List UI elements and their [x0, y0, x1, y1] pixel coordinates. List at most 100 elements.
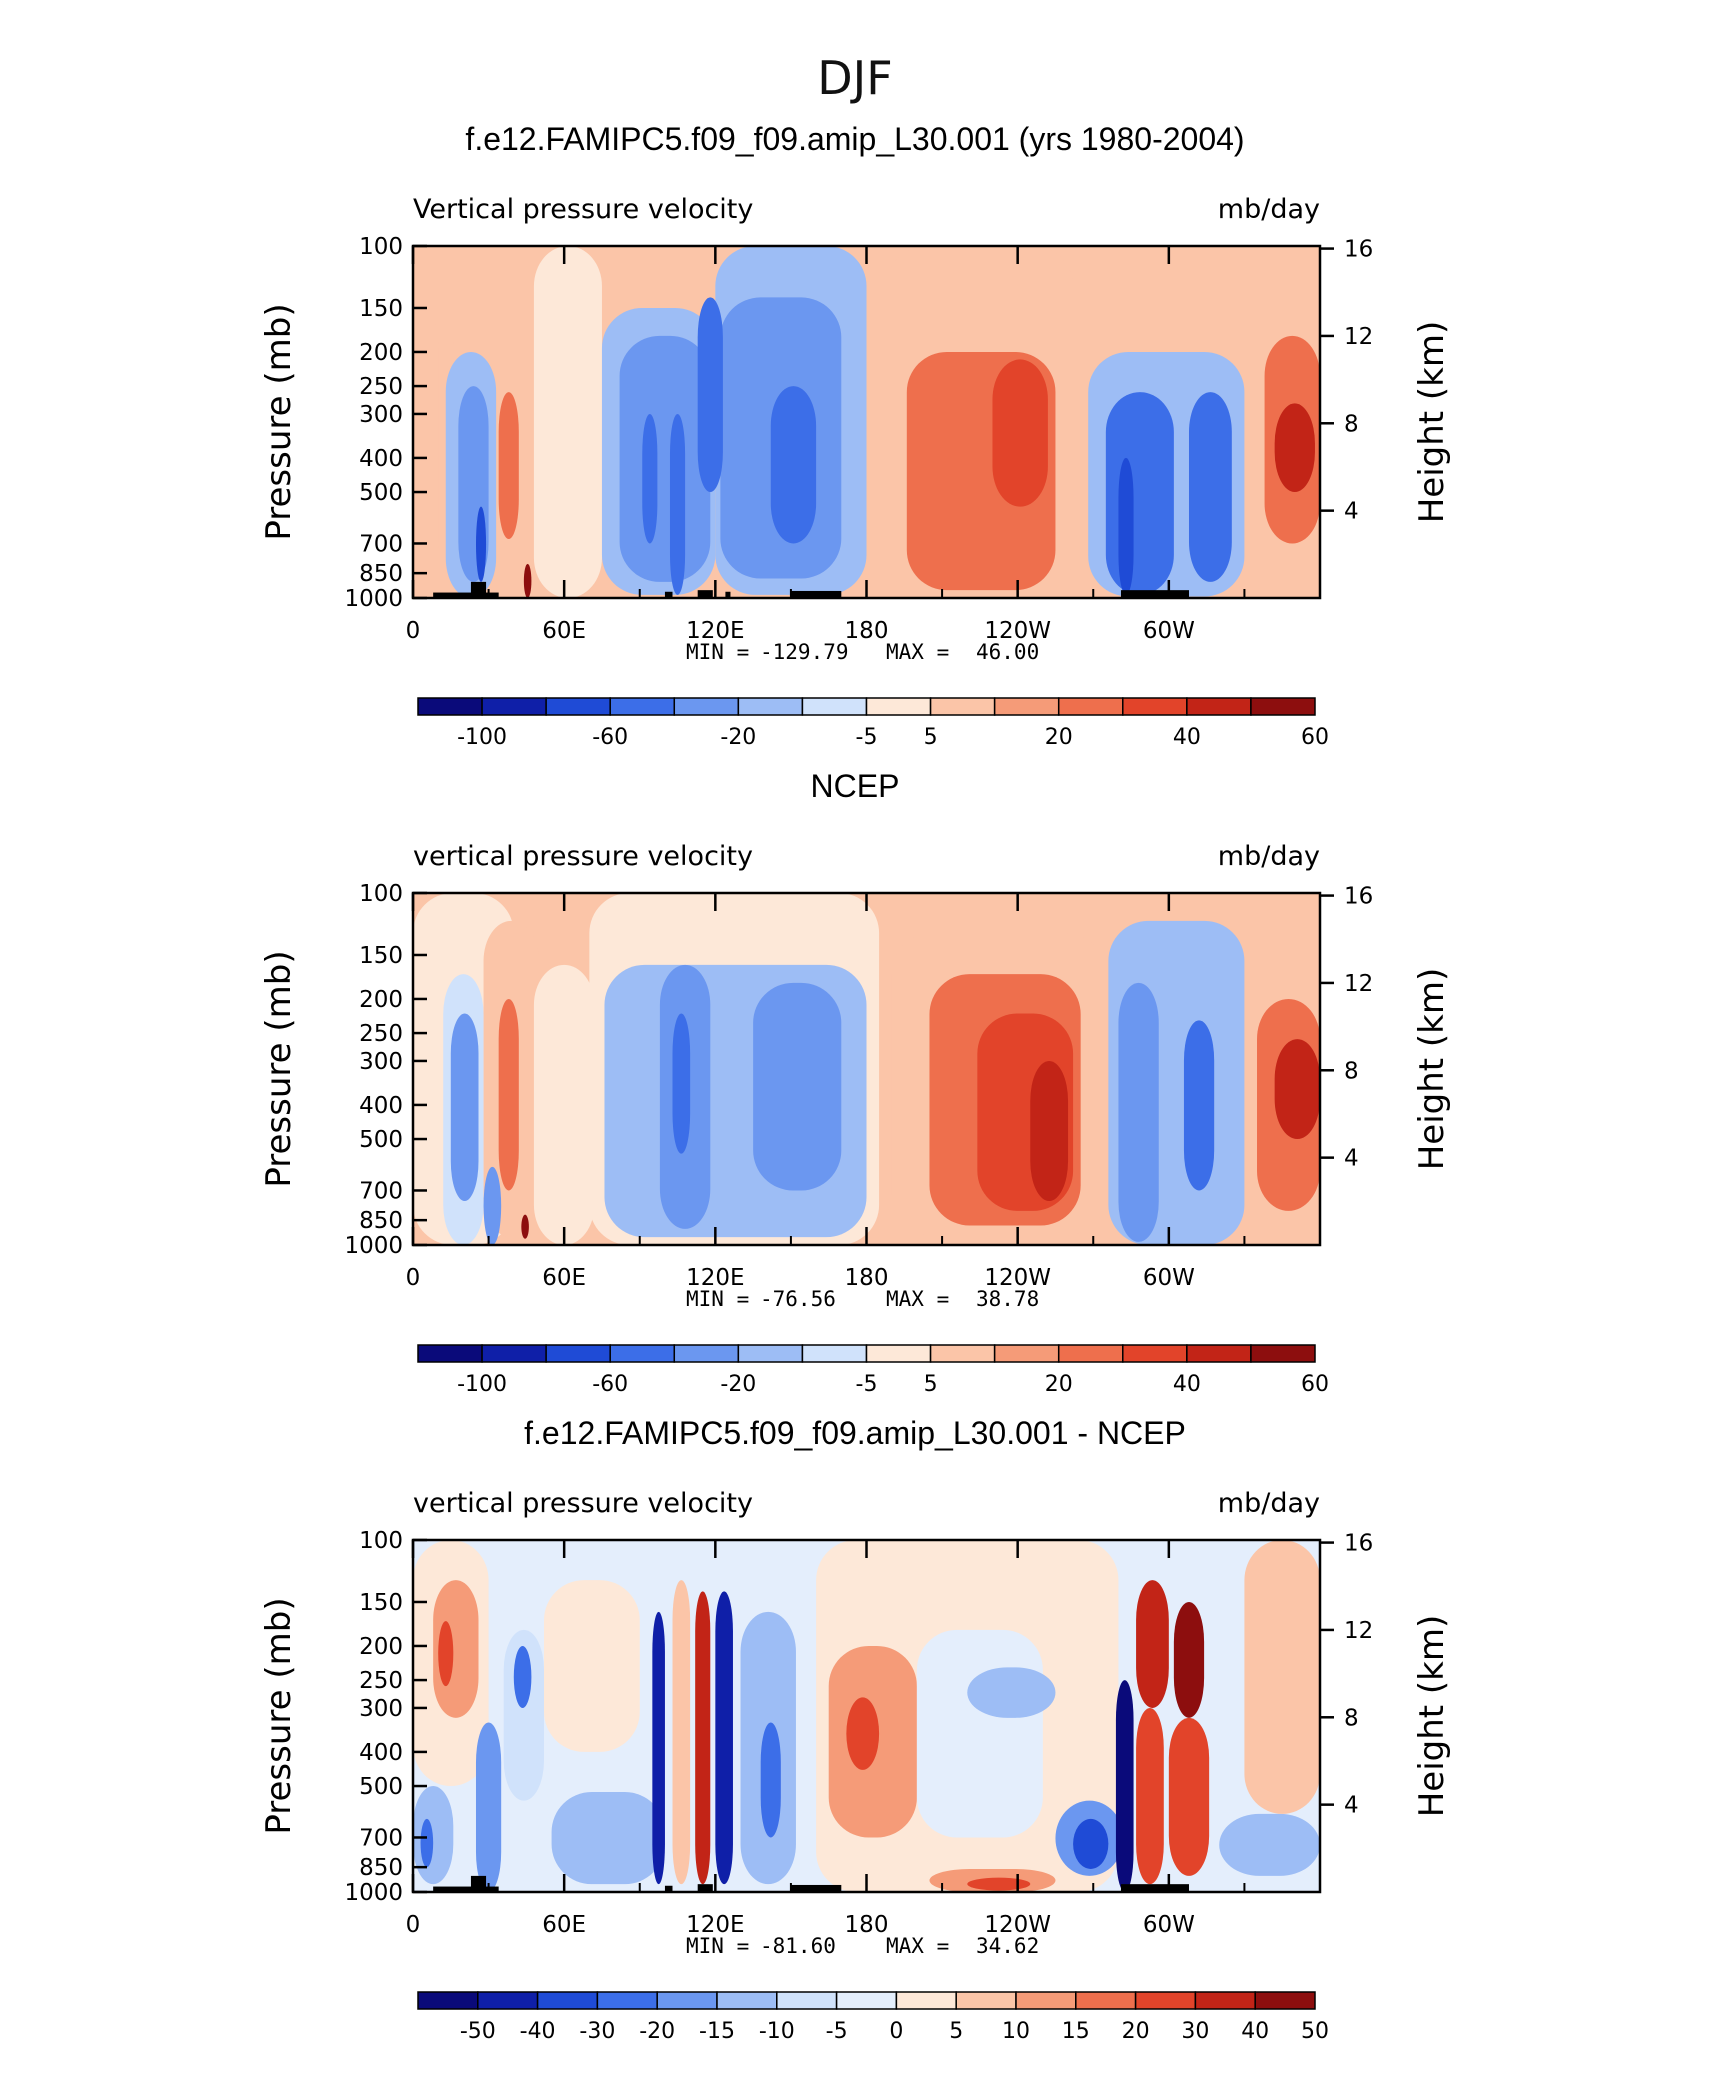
contour-region: [1030, 1060, 1069, 1202]
y-tick-label: 250: [359, 374, 403, 400]
min-value: -81.60: [760, 1934, 836, 1958]
contour-region: [846, 1697, 880, 1770]
colorbar-label: -5: [856, 1372, 878, 1397]
colorbar-label: 40: [1173, 1372, 1201, 1397]
y-right-tick-label: 12: [1344, 971, 1373, 997]
colorbar-swatch: [481, 1344, 547, 1363]
colorbar-swatch: [737, 697, 804, 716]
y-axis-title: Pressure (mb): [259, 1597, 299, 1834]
y-right-tick-label: 16: [1344, 1531, 1373, 1557]
topography-mask: [433, 592, 499, 598]
topography-mask: [790, 590, 842, 598]
y-tick-label: 1000: [344, 1880, 403, 1906]
contour-region: [1073, 1818, 1109, 1869]
x-tick-label: 60W: [1143, 1265, 1195, 1291]
y-axis-title-right: Height (km): [1412, 1615, 1452, 1818]
y-right-tick-label: 4: [1344, 1146, 1359, 1172]
contour-region: [533, 964, 595, 1245]
colorbar-swatch: [929, 1344, 996, 1363]
y-tick-label: 700: [359, 1825, 403, 1851]
y-tick-label: 250: [359, 1021, 403, 1047]
colorbar-swatch: [1134, 1991, 1197, 2010]
colorbar-swatch: [865, 697, 932, 716]
min-label: MIN =: [686, 1287, 749, 1311]
colorbar-label: 20: [1122, 2019, 1150, 2044]
contour-region: [992, 359, 1048, 507]
colorbar-swatch: [835, 1991, 898, 2010]
colorbar-swatch: [1254, 1991, 1316, 2010]
y-tick-label: 300: [359, 1696, 403, 1722]
topography-mask: [697, 590, 713, 598]
colorbar-label: -60: [592, 725, 628, 750]
contour-region: [450, 1013, 479, 1202]
contour-region: [697, 297, 723, 493]
contour-region: [642, 413, 658, 544]
colorbar-swatch: [993, 1344, 1060, 1363]
topography-mask: [725, 591, 731, 598]
colorbar-label: 5: [924, 1372, 938, 1397]
y-tick-label: 200: [359, 1634, 403, 1660]
colorbar-label: 60: [1301, 1372, 1329, 1397]
panel-model: f.e12.FAMIPC5.f09_f09.amip_L30.001 (yrs …: [259, 121, 1452, 750]
contour-region: [1183, 1020, 1215, 1191]
x-tick-label: 180: [845, 618, 889, 644]
contour-region: [1105, 392, 1174, 595]
colorbar-label: 60: [1301, 725, 1329, 750]
colorbar-label: -30: [579, 2019, 615, 2044]
y-right-tick-label: 8: [1344, 1058, 1359, 1084]
contour-region: [475, 1722, 502, 1892]
colorbar-swatch: [1075, 1991, 1137, 2010]
contour-region: [544, 1580, 640, 1752]
x-tick-label: 60W: [1143, 618, 1195, 644]
colorbar-swatch: [955, 1991, 1017, 2010]
colorbar-swatch: [1250, 1344, 1316, 1363]
y-tick-label: 100: [359, 881, 403, 907]
contour-region: [1136, 1580, 1169, 1708]
y-right-tick-label: 16: [1344, 237, 1373, 263]
contour-region: [619, 335, 711, 582]
figure-title: DJF: [817, 51, 892, 105]
colorbar-swatch: [865, 1344, 932, 1363]
colorbar-label: 5: [924, 725, 938, 750]
contour-region: [1173, 1601, 1205, 1718]
y-tick-label: 700: [359, 1178, 403, 1204]
y-tick-label: 200: [359, 340, 403, 366]
units-label: mb/day: [1218, 841, 1320, 872]
contour-region: [503, 1629, 545, 1801]
y-tick-label: 150: [359, 296, 403, 322]
y-tick-label: 850: [359, 1208, 403, 1234]
colorbar-swatch: [1122, 697, 1188, 716]
colorbar-label: 30: [1181, 2019, 1209, 2044]
contour-region: [672, 1013, 691, 1154]
colorbar-swatch: [1250, 697, 1316, 716]
contour-region: [498, 392, 519, 540]
contour-region: [1244, 1540, 1320, 1814]
colorbar-swatch: [1057, 697, 1124, 716]
y-tick-label: 1000: [344, 1233, 403, 1259]
topography-mask: [1120, 1884, 1189, 1892]
colorbar-label: -10: [759, 2019, 795, 2044]
contour-region: [770, 386, 817, 544]
x-tick-label: 120E: [686, 1912, 744, 1938]
colorbar-swatch: [1122, 1344, 1188, 1363]
y-tick-label: 200: [359, 987, 403, 1013]
panel-title: f.e12.FAMIPC5.f09_f09.amip_L30.001 (yrs …: [465, 121, 1244, 157]
y-axis-title: Pressure (mb): [259, 950, 299, 1187]
y-tick-label: 100: [359, 234, 403, 260]
colorbar-label: 50: [1301, 2019, 1329, 2044]
topography-mask: [697, 1884, 713, 1892]
variable-label: Vertical pressure velocity: [413, 194, 753, 225]
colorbar-label: 20: [1045, 725, 1073, 750]
colorbar-swatch: [895, 1991, 957, 2010]
y-tick-label: 150: [359, 943, 403, 969]
colorbar-label: -15: [699, 2019, 735, 2044]
colorbar-label: -100: [457, 1372, 507, 1397]
topography-mask: [470, 581, 487, 598]
y-tick-label: 850: [359, 1855, 403, 1881]
contour-region: [672, 1580, 691, 1885]
contour-region: [438, 1621, 454, 1687]
contour-region: [1219, 1813, 1320, 1876]
panel-title: NCEP: [811, 768, 900, 804]
topography-mask: [470, 1875, 487, 1892]
x-tick-label: 120W: [984, 1912, 1051, 1938]
